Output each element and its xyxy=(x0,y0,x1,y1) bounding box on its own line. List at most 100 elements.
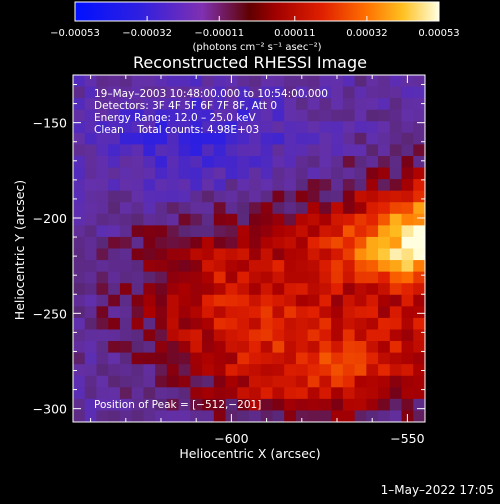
heatmap-cell xyxy=(237,86,250,99)
heatmap-cell xyxy=(73,190,86,203)
heatmap-cell xyxy=(389,75,403,88)
heatmap-cell xyxy=(260,387,274,400)
heatmap-cell xyxy=(378,260,391,273)
heatmap-cell xyxy=(143,86,156,99)
heatmap-cell xyxy=(166,294,180,307)
heatmap-cell xyxy=(284,410,297,422)
heatmap-cell xyxy=(108,306,121,319)
heatmap-cell xyxy=(96,294,109,307)
heatmap-cell xyxy=(331,86,344,99)
heatmap-cell xyxy=(178,179,191,192)
heatmap-cell xyxy=(307,155,320,169)
heatmap-cell xyxy=(331,236,344,250)
heatmap-cell xyxy=(413,132,425,145)
heatmap-cell xyxy=(108,121,121,134)
heatmap-cell xyxy=(295,109,309,122)
heatmap-cell xyxy=(319,410,332,422)
heatmap-cell xyxy=(96,375,109,388)
colorbar-tick-label: −0.00032 xyxy=(122,28,172,39)
heatmap-cell xyxy=(237,306,250,319)
heatmap-cell xyxy=(178,236,191,250)
heatmap-cell xyxy=(96,317,109,331)
heatmap-cell xyxy=(108,155,121,169)
heatmap-cell xyxy=(342,387,356,400)
heatmap-cell xyxy=(119,144,133,157)
heatmap-cell xyxy=(342,144,356,157)
heatmap-cell xyxy=(295,398,309,412)
heatmap-cell xyxy=(249,410,262,422)
heatmap-cell xyxy=(319,144,332,157)
heatmap-cell xyxy=(131,167,144,180)
heatmap-cell xyxy=(96,132,109,145)
heatmap-cell xyxy=(319,341,332,354)
heatmap-cell xyxy=(319,75,332,88)
heatmap-cell xyxy=(84,294,98,307)
heatmap-cell xyxy=(389,202,403,215)
heatmap-cell xyxy=(401,294,414,307)
heatmap-cell xyxy=(178,317,191,331)
heatmap-cell xyxy=(190,167,203,180)
heatmap-cell xyxy=(155,190,168,203)
heatmap-cell xyxy=(119,317,133,331)
heatmap-cell xyxy=(331,98,344,111)
heatmap-cell xyxy=(166,387,180,400)
heatmap-cell xyxy=(96,225,109,238)
heatmap-cell xyxy=(213,202,227,215)
heatmap-cell xyxy=(354,179,367,192)
heatmap-cell xyxy=(389,306,403,319)
heatmap-cell xyxy=(342,86,356,99)
heatmap-cell xyxy=(131,248,144,261)
y-tick-label: −250 xyxy=(33,306,67,321)
heatmap-cell xyxy=(190,398,203,412)
heatmap-cell xyxy=(119,167,133,180)
heatmap-cell xyxy=(178,75,191,88)
heatmap-cell xyxy=(413,86,425,99)
heatmap-cell xyxy=(108,271,121,284)
heatmap-cell xyxy=(354,271,367,284)
heatmap-cell xyxy=(237,155,250,169)
heatmap-cell xyxy=(378,283,391,296)
heatmap-cell xyxy=(108,341,121,354)
info-line-counts: Clean Total counts: 4.98E+03 xyxy=(94,124,259,136)
heatmap-cell xyxy=(108,375,121,388)
heatmap-cell xyxy=(354,98,367,111)
heatmap-cell xyxy=(342,317,356,331)
heatmap-cell xyxy=(108,260,121,273)
heatmap-cell xyxy=(166,283,180,296)
heatmap-cell xyxy=(389,132,403,145)
heatmap-cell xyxy=(202,86,215,99)
heatmap-cell xyxy=(213,236,227,250)
heatmap-cell xyxy=(190,341,203,354)
heatmap-cell xyxy=(84,213,98,226)
heatmap-cell xyxy=(249,398,262,412)
heatmap-cell xyxy=(202,202,215,215)
info-line-detectors: Detectors: 3F 4F 5F 6F 7F 8F, Att 0 xyxy=(94,100,277,112)
heatmap-cell xyxy=(119,98,133,111)
heatmap-cell xyxy=(166,202,180,215)
heatmap-cell xyxy=(354,283,367,296)
heatmap-cell xyxy=(143,190,156,203)
heatmap-cell xyxy=(354,236,367,250)
heatmap-cell xyxy=(143,341,156,354)
heatmap-cell xyxy=(178,410,191,422)
heatmap-cell xyxy=(225,98,238,111)
heatmap-cell xyxy=(249,294,262,307)
heatmap-cell xyxy=(249,132,262,145)
heatmap-cell xyxy=(73,225,86,238)
heatmap-cell xyxy=(108,236,121,250)
heatmap-cell xyxy=(284,86,297,99)
heatmap-cell xyxy=(96,109,109,122)
heatmap-cell xyxy=(237,352,250,365)
heatmap-cell xyxy=(84,179,98,192)
heatmap-cell xyxy=(354,248,367,261)
heatmap-cell xyxy=(166,375,180,388)
heatmap-cell xyxy=(284,225,297,238)
heatmap-cell xyxy=(413,109,425,122)
heatmap-cell xyxy=(84,306,98,319)
heatmap-cell xyxy=(143,317,156,331)
heatmap-cell xyxy=(401,167,414,180)
heatmap-cell xyxy=(260,98,274,111)
chart-title: Reconstructed RHESSI Image xyxy=(133,53,367,72)
heatmap-cell xyxy=(96,329,109,342)
heatmap-cell xyxy=(178,109,191,122)
